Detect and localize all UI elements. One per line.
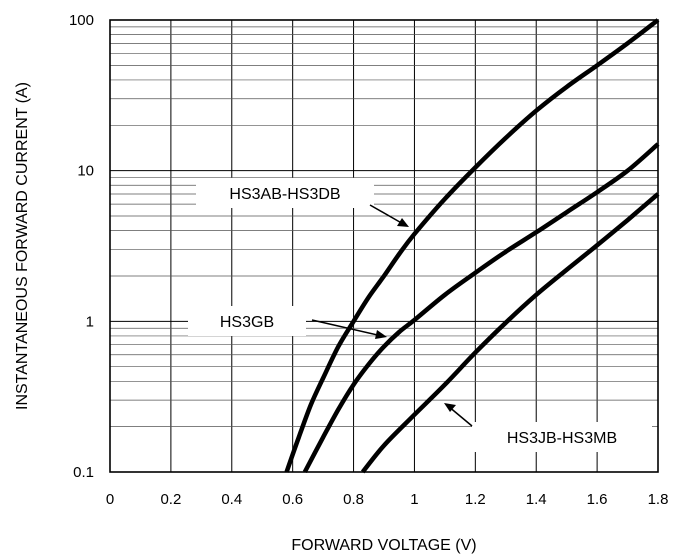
annotation-hs3ab-hs3db: HS3AB-HS3DB (196, 178, 409, 227)
x-tick-label: 0.4 (221, 491, 242, 508)
x-tick-label: 0.2 (160, 491, 181, 508)
y-tick-label: 10 (77, 163, 94, 180)
y-axis-label: INSTANTANEOUS FORWARD CURRENT (A) (14, 82, 31, 410)
annotation-arrowhead (397, 218, 409, 227)
annotation-arrowhead (375, 330, 387, 339)
x-tick-label: 0.8 (343, 491, 364, 508)
annotation-arrowhead (444, 403, 456, 412)
series-line-hs3gb (302, 142, 660, 474)
x-tick-labels: 0 0.2 0.4 0.6 0.8 1 1.2 1.4 1.6 1.8 (106, 491, 669, 508)
annotation-bg (472, 422, 652, 452)
x-tick-label: 1.8 (648, 491, 669, 508)
y-tick-label: 100 (69, 12, 94, 29)
y-tick-label: 1 (86, 313, 94, 330)
annotation-label-hs3jb-hs3mb: HS3JB-HS3MB (507, 430, 617, 447)
x-tick-label: 0.6 (282, 491, 303, 508)
x-tick-label: 1.6 (587, 491, 608, 508)
y-tick-label: 0.1 (73, 464, 94, 481)
y-tick-labels: 0.1 1 10 100 (69, 12, 94, 481)
curves (284, 18, 660, 474)
x-tick-label: 1 (410, 491, 418, 508)
annotation-label-hs3gb: HS3GB (220, 314, 274, 331)
annotation-bg (188, 306, 306, 336)
annotation-arrow-line (369, 204, 406, 226)
series-line-hs3jb-hs3mb (360, 192, 660, 474)
annotation-bg (196, 178, 374, 208)
x-tick-label: 1.4 (526, 491, 547, 508)
plot-frame (109, 19, 659, 473)
annotation-label-hs3ab-hs3db: HS3AB-HS3DB (229, 186, 340, 203)
annotation-hs3gb: HS3GB (188, 306, 387, 339)
annotation-hs3jb-hs3mb: HS3JB-HS3MB (444, 403, 652, 452)
series-line-hs3ab-hs3db (284, 18, 660, 473)
x-tick-label: 1.2 (465, 491, 486, 508)
annotation-arrow-line (311, 319, 383, 337)
x-axis-label: FORWARD VOLTAGE (V) (291, 537, 476, 554)
x-tick-label: 0 (106, 491, 114, 508)
